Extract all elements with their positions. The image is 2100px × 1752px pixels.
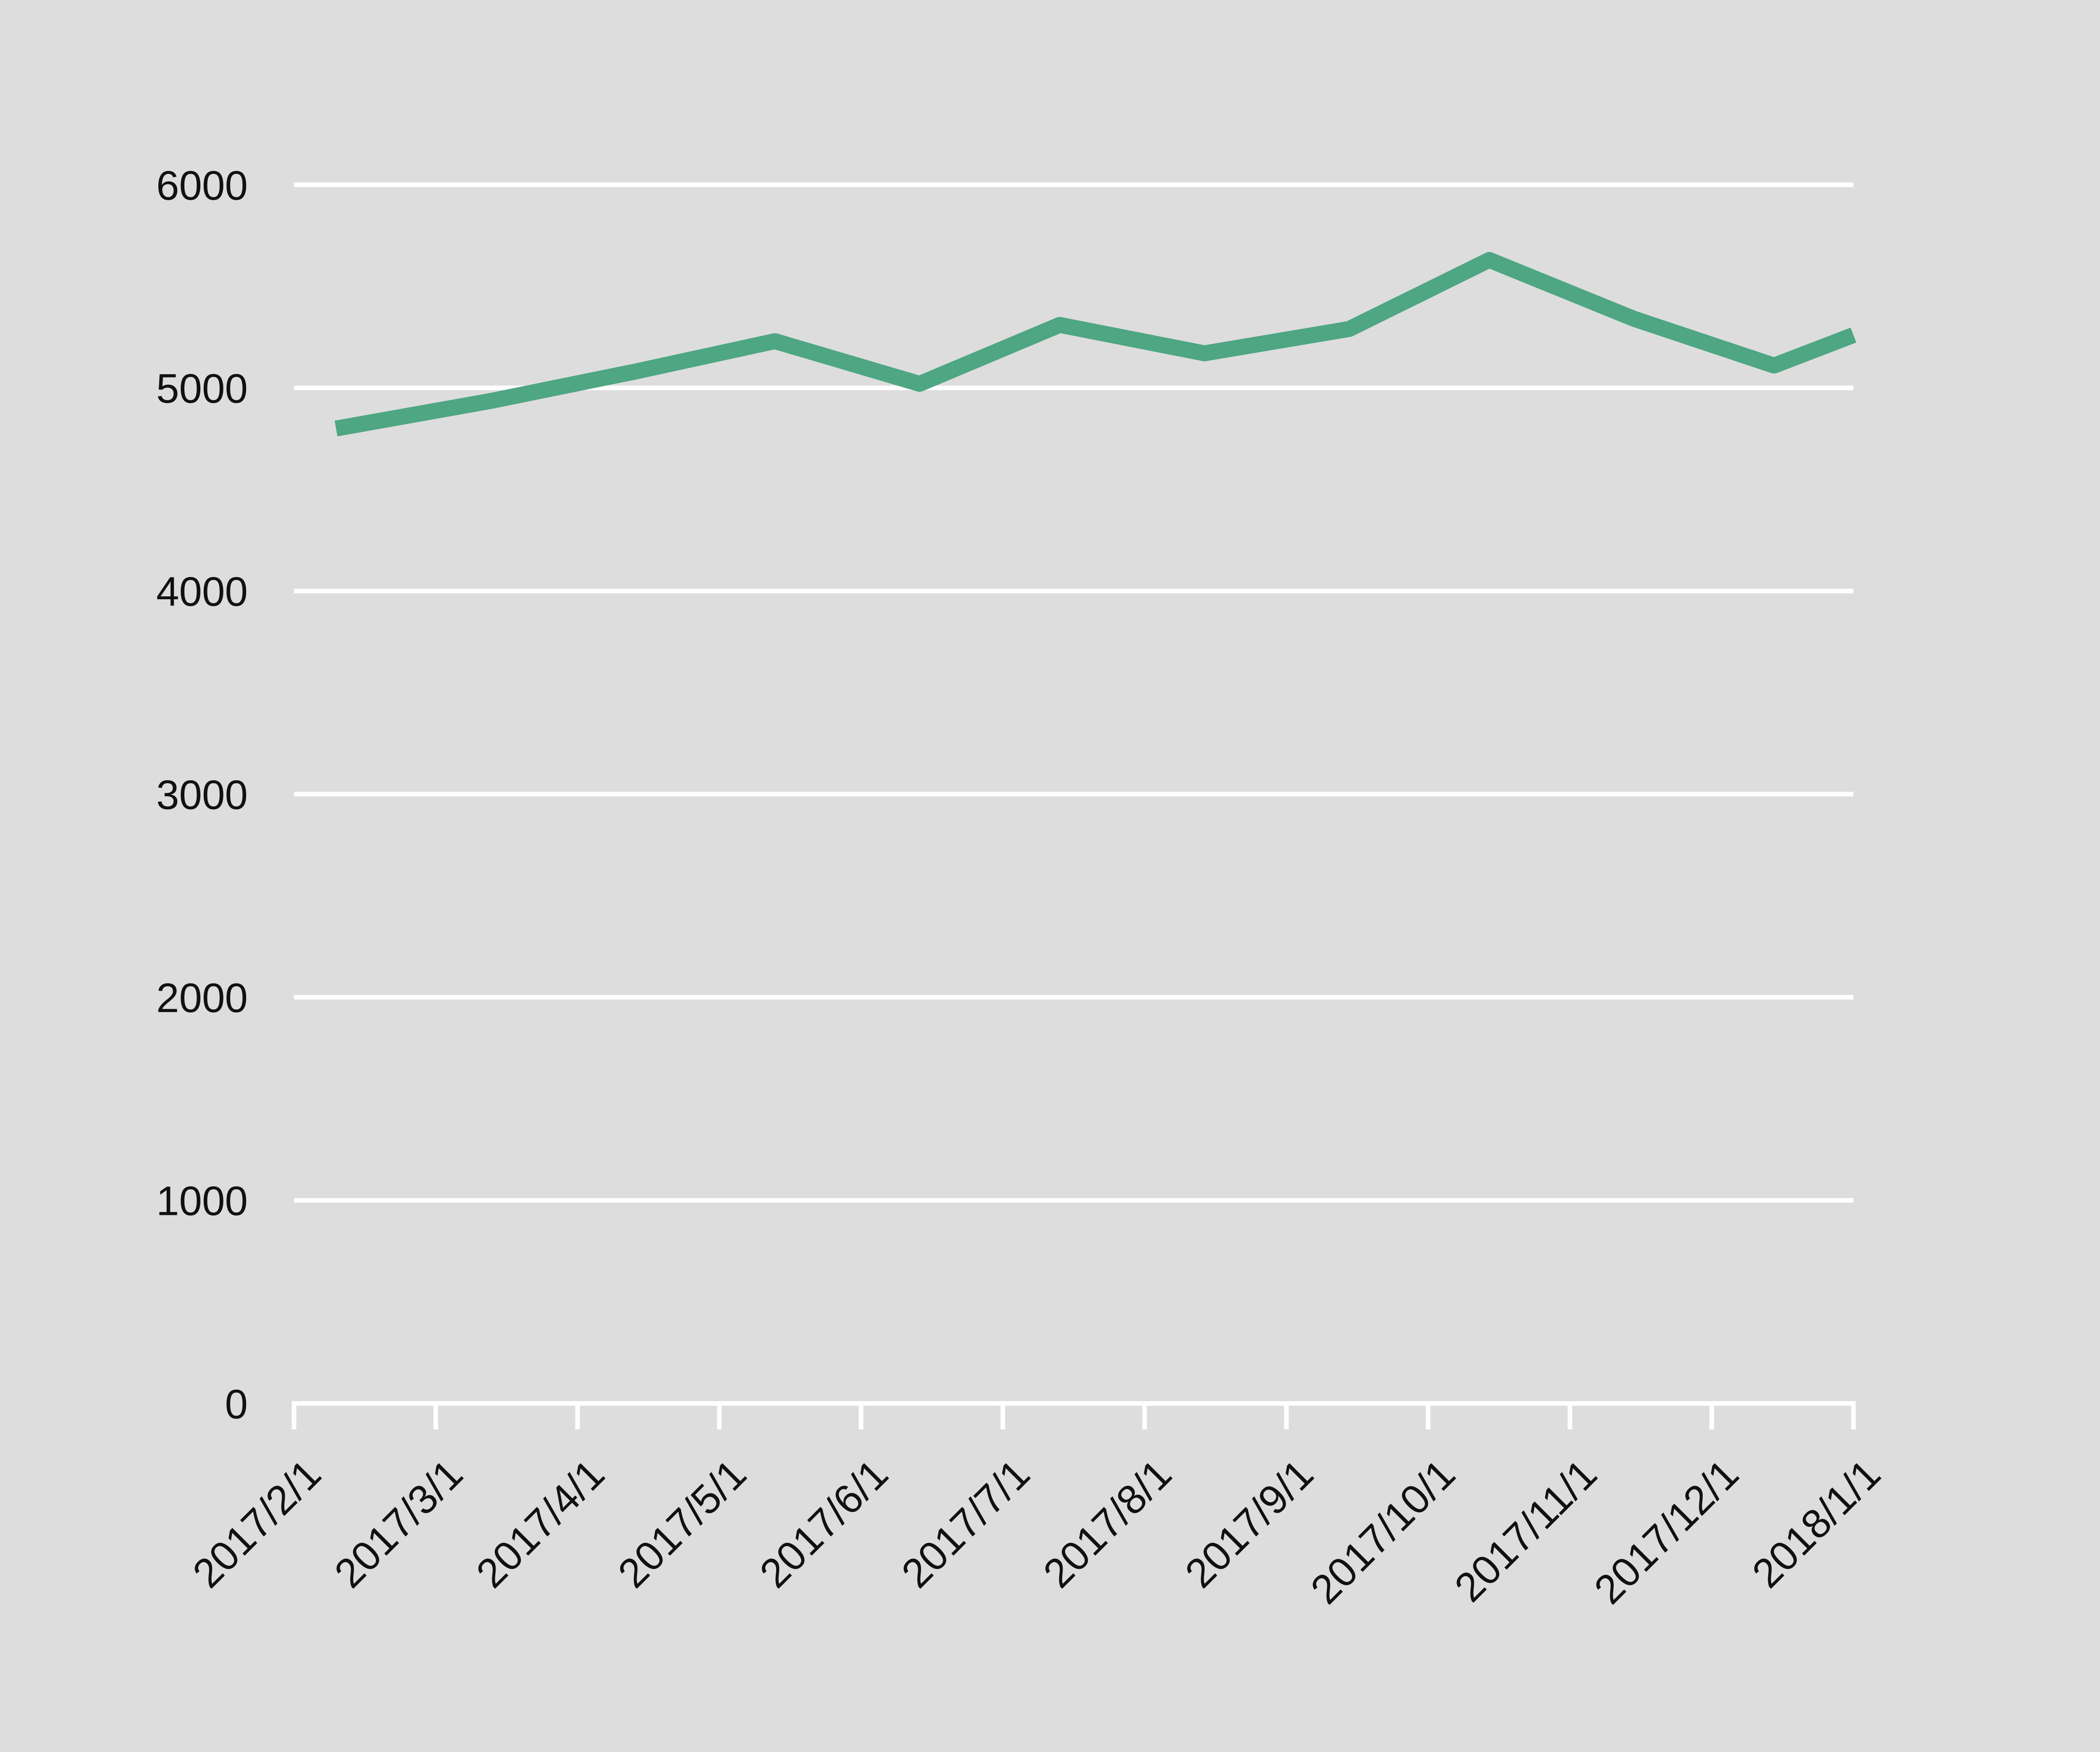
x-tick-label: 2017/5/1 [609,1450,755,1597]
x-tick-label: 2017/10/1 [1302,1450,1464,1613]
x-tick-label: 2017/4/1 [467,1450,613,1597]
x-tick-label: 2017/7/1 [892,1450,1039,1597]
y-tick-label: 6000 [156,162,248,208]
y-tick-label: 2000 [156,975,248,1021]
x-axis [291,1401,1856,1429]
y-tick-label: 5000 [156,365,248,412]
y-tick-label: 4000 [156,569,248,615]
x-tick-label: 2018/1/1 [1743,1450,1889,1597]
y-tick-label: 1000 [156,1178,248,1224]
x-tick-label: 2017/3/1 [326,1450,472,1597]
series-line [334,252,1856,437]
x-tick-label: 2017/12/1 [1585,1450,1747,1613]
y-tick-label: 3000 [156,771,248,818]
y-tick-label: 0 [225,1381,248,1427]
x-tick-label: 2017/6/1 [751,1450,897,1597]
x-tick-label: 2017/2/1 [184,1450,330,1597]
x-tick-label: 2017/11/1 [1446,1450,1606,1610]
y-axis: 0 1000 2000 3000 4000 5000 6000 [156,162,248,1427]
x-tick-labels: 2017/2/12017/3/12017/4/12017/5/12017/6/1… [184,1450,1889,1613]
grid-layer [294,182,1853,1203]
series-layer [334,252,1856,437]
x-tick-label: 2017/9/1 [1176,1450,1322,1597]
x-tick-label: 2017/8/1 [1034,1450,1181,1597]
